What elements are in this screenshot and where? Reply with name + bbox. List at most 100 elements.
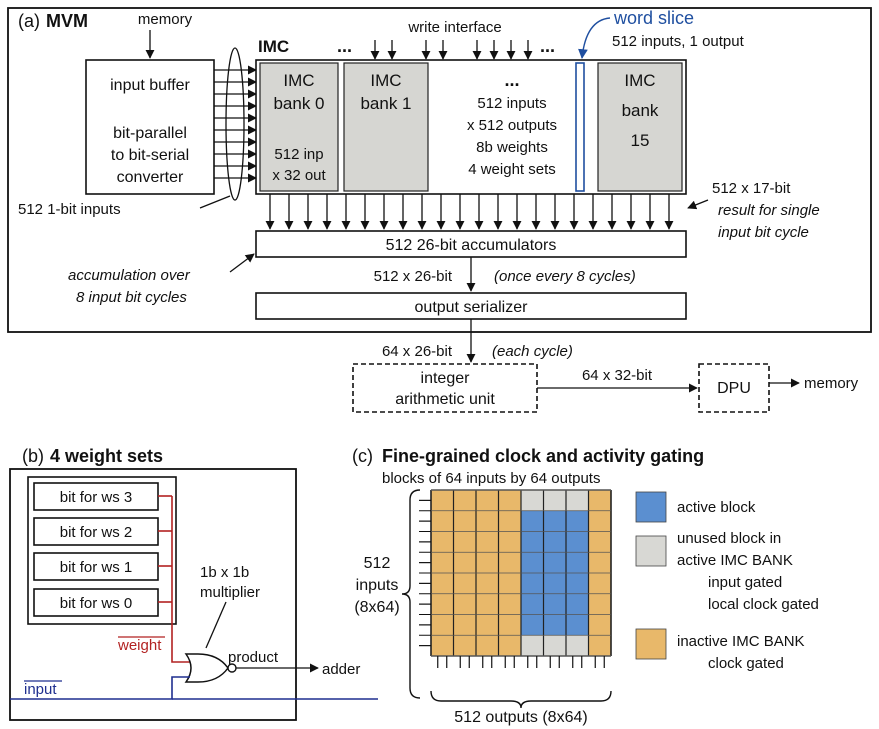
grid-cell-inactive bbox=[453, 531, 476, 553]
nor-gate bbox=[184, 653, 229, 683]
mvm-frame bbox=[7, 7, 872, 333]
outputs-label: 512 outputs (8x64) bbox=[454, 709, 587, 726]
word-slice-label: word slice bbox=[613, 8, 694, 28]
inputs-label-line-3: (8x64) bbox=[354, 599, 399, 616]
weight-label: weight bbox=[117, 637, 162, 654]
panel-c-label: (c) bbox=[352, 446, 373, 466]
grid-cell-inactive bbox=[498, 490, 521, 511]
serializer-label: output serializer bbox=[415, 299, 529, 316]
acc-width-label: 512 x 26-bit bbox=[374, 268, 453, 285]
legend-active-swatch bbox=[635, 491, 667, 523]
grid-cell-inactive bbox=[476, 635, 499, 656]
grid-cell-inactive bbox=[431, 510, 454, 532]
grid-cell-inactive bbox=[476, 510, 499, 532]
legend-inactive-swatch bbox=[635, 628, 667, 660]
weight-bits-group bbox=[27, 476, 177, 625]
grid-cell-active bbox=[543, 531, 566, 553]
imc-ellipsis-right: ... bbox=[540, 36, 555, 56]
bank-middle-line-2: 512 inputs bbox=[477, 95, 546, 112]
grid-cell-active bbox=[566, 593, 589, 615]
imc-label: IMC bbox=[258, 37, 289, 56]
grid-cell-inactive bbox=[588, 635, 611, 656]
grid-cell-active bbox=[566, 510, 589, 532]
grid-cell-inactive bbox=[431, 552, 454, 573]
imc-bank-1 bbox=[343, 62, 429, 192]
grid-cell-active bbox=[566, 531, 589, 553]
grid-cell-active bbox=[543, 573, 566, 594]
grid-cell-inactive bbox=[588, 531, 611, 553]
word-slice-pointer bbox=[578, 17, 611, 59]
panel-c-title: Fine-grained clock and activity gating bbox=[382, 446, 704, 466]
dpu-box bbox=[698, 363, 770, 413]
imc-bank-15 bbox=[597, 62, 683, 192]
word-slice-box bbox=[575, 62, 585, 192]
result-desc-line-1: result for single bbox=[718, 202, 820, 219]
input-wire bbox=[10, 676, 190, 700]
grid-cell-inactive bbox=[588, 573, 611, 594]
bank15-line-3: 15 bbox=[631, 131, 650, 150]
input-wires bbox=[214, 65, 257, 183]
result-pointer bbox=[687, 199, 709, 210]
grid-cell-inactive bbox=[498, 614, 521, 636]
input-buffer-line-3: to bit-serial bbox=[111, 147, 189, 164]
legend-unused-line-4: local clock gated bbox=[708, 596, 819, 613]
grid-cell-inactive bbox=[453, 552, 476, 573]
input-buffer-line-2: bit-parallel bbox=[113, 125, 187, 142]
grid-cell-inactive bbox=[476, 490, 499, 511]
adder-label: adder bbox=[322, 661, 360, 678]
grid-cell-inactive bbox=[453, 614, 476, 636]
grid-cell-inactive bbox=[431, 490, 454, 511]
grid-cell-inactive bbox=[476, 593, 499, 615]
bank0-line-4: x 32 out bbox=[272, 167, 326, 184]
grid-ticks bbox=[419, 499, 605, 668]
grid-cell-unused bbox=[521, 490, 544, 511]
iau-line-1: integer bbox=[421, 370, 471, 387]
imc-ellipsis-left: ... bbox=[337, 36, 352, 56]
iau-width-label: 64 x 32-bit bbox=[582, 367, 653, 384]
ser-rate-label: (each cycle) bbox=[492, 343, 573, 360]
grid-cell-inactive bbox=[588, 552, 611, 573]
grid-cell-inactive bbox=[588, 510, 611, 532]
iau-line-2: arithmetic unit bbox=[395, 391, 495, 408]
legend-unused-swatch bbox=[635, 535, 667, 567]
bit-ws3-box bbox=[33, 482, 159, 511]
grid-cell-inactive bbox=[476, 531, 499, 553]
weight-sets-frame bbox=[9, 468, 297, 721]
legend-inactive-line-2: clock gated bbox=[708, 655, 784, 672]
bank-middle-line-3: x 512 outputs bbox=[467, 117, 557, 134]
panel-c-subtitle: blocks of 64 inputs by 64 outputs bbox=[382, 470, 600, 487]
ser-width-label: 64 x 26-bit bbox=[382, 343, 453, 360]
iau-box bbox=[352, 363, 538, 413]
grid-cell-active bbox=[521, 593, 544, 615]
panel-a-title: MVM bbox=[46, 11, 88, 31]
multiplier-line-1: 1b x 1b bbox=[200, 564, 249, 581]
weight-wires bbox=[158, 495, 190, 663]
input-buffer-line-4: converter bbox=[117, 169, 184, 186]
input-bits-leader bbox=[199, 195, 231, 209]
legend-inactive-line-1: inactive IMC BANK bbox=[677, 633, 805, 650]
serializer-box bbox=[255, 292, 687, 320]
bank0-line-3: 512 inp bbox=[274, 146, 323, 163]
bit-ws0-label: bit for ws 0 bbox=[60, 595, 133, 612]
grid-cell-active bbox=[566, 573, 589, 594]
bank1-line-2: bank 1 bbox=[360, 94, 411, 113]
grid-cell-active bbox=[521, 510, 544, 532]
legend-unused-line-1: unused block in bbox=[677, 530, 781, 547]
input-bundle-ellipse bbox=[225, 47, 245, 201]
bit-ws0-box bbox=[33, 588, 159, 617]
grid-cell-active bbox=[521, 552, 544, 573]
input-buffer-box bbox=[85, 59, 215, 195]
grid-cell-inactive bbox=[453, 573, 476, 594]
bit-ws1-box bbox=[33, 552, 159, 581]
grid-cell-inactive bbox=[431, 573, 454, 594]
input-label: input bbox=[24, 681, 57, 698]
result-desc-line-2: input bit cycle bbox=[718, 224, 809, 241]
grid-cell-inactive bbox=[498, 593, 521, 615]
grid-cell-inactive bbox=[453, 635, 476, 656]
grid-cell-inactive bbox=[498, 552, 521, 573]
grid-cell-unused bbox=[521, 635, 544, 656]
grid-cell-unused bbox=[566, 635, 589, 656]
write-interface-arrows bbox=[370, 40, 533, 60]
grid-cell-inactive bbox=[588, 490, 611, 511]
panel-b-title: 4 weight sets bbox=[50, 446, 163, 466]
